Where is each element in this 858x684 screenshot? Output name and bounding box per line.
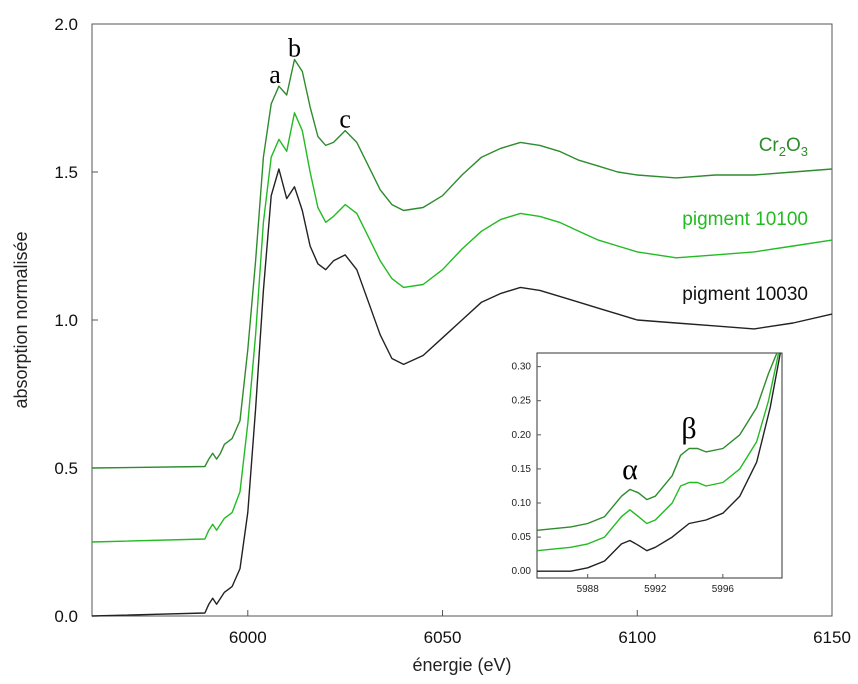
- main-x-tick-label: 6050: [424, 628, 462, 647]
- inset-peak-label: β: [681, 412, 696, 445]
- inset-y-tick-label: 0.15: [512, 464, 532, 475]
- inset-y-tick-label: 0.20: [512, 430, 532, 441]
- main-x-tick-label: 6150: [813, 628, 851, 647]
- main-peak-label: a: [269, 60, 281, 89]
- main-series-pigment-10030-line: [91, 168, 833, 617]
- main-series-cr2o3-line: [91, 58, 833, 469]
- inset-x-tick-label: 5988: [577, 584, 600, 595]
- y-axis-title: absorption normalisée: [11, 231, 31, 408]
- series-label-pigment-10100: pigment 10100: [682, 209, 808, 230]
- main-x-tick-label: 6000: [229, 628, 267, 647]
- main-peak-label: b: [288, 34, 301, 63]
- x-axis-title: énergie (eV): [412, 655, 511, 675]
- inset-y-tick-label: 0.30: [512, 362, 532, 373]
- inset-x-tick-label: 5992: [644, 584, 667, 595]
- inset-series-series-1-line: [536, 352, 778, 531]
- series-label-pigment-10030: pigment 10030: [682, 284, 808, 305]
- inset-peak-annotations: αβ: [622, 412, 697, 486]
- inset-series-group: [536, 352, 781, 572]
- inset-y-tick-label: 0.25: [512, 396, 532, 407]
- inset-y-tick-label: 0.05: [512, 532, 532, 543]
- inset-y-tick-label: 0.00: [512, 566, 532, 577]
- series-label-cr2o3: Cr2O3: [759, 135, 808, 159]
- inset-background: [480, 352, 784, 585]
- main-y-tick-label: 1.5: [54, 163, 78, 182]
- main-y-tick-label: 2.0: [54, 15, 78, 34]
- inset-series-series-3-line: [537, 352, 781, 572]
- main-peak-annotations: ab c: [269, 34, 351, 134]
- inset-peak-label: α: [622, 453, 638, 486]
- main-x-tick-label: 6100: [618, 628, 656, 647]
- inset-y-tick-label: 0.10: [512, 498, 532, 509]
- main-series-pigment-10100-line: [91, 112, 833, 543]
- main-y-axis-ticks: 0.0 0.5 1.0 1.5 2.0: [54, 15, 98, 626]
- main-x-axis-ticks: 6000 6050 6100 6150: [229, 610, 851, 647]
- inset-series-series-2-line: [536, 352, 780, 552]
- main-series-group: [91, 58, 833, 617]
- inset-x-tick-label: 5996: [712, 584, 735, 595]
- inset-plot-frame: [536, 352, 783, 579]
- inset-x-axis-ticks: 5988 5992 5996: [577, 574, 735, 595]
- main-y-tick-label: 0.5: [54, 459, 78, 478]
- main-y-tick-label: 0.0: [54, 607, 78, 626]
- main-y-tick-label: 1.0: [54, 311, 78, 330]
- inset-plot: 5988 5992 5996 0.00 0.05 0.10 0.15 0.20 0.25 0.3…: [480, 352, 784, 595]
- main-peak-label: c: [339, 105, 351, 134]
